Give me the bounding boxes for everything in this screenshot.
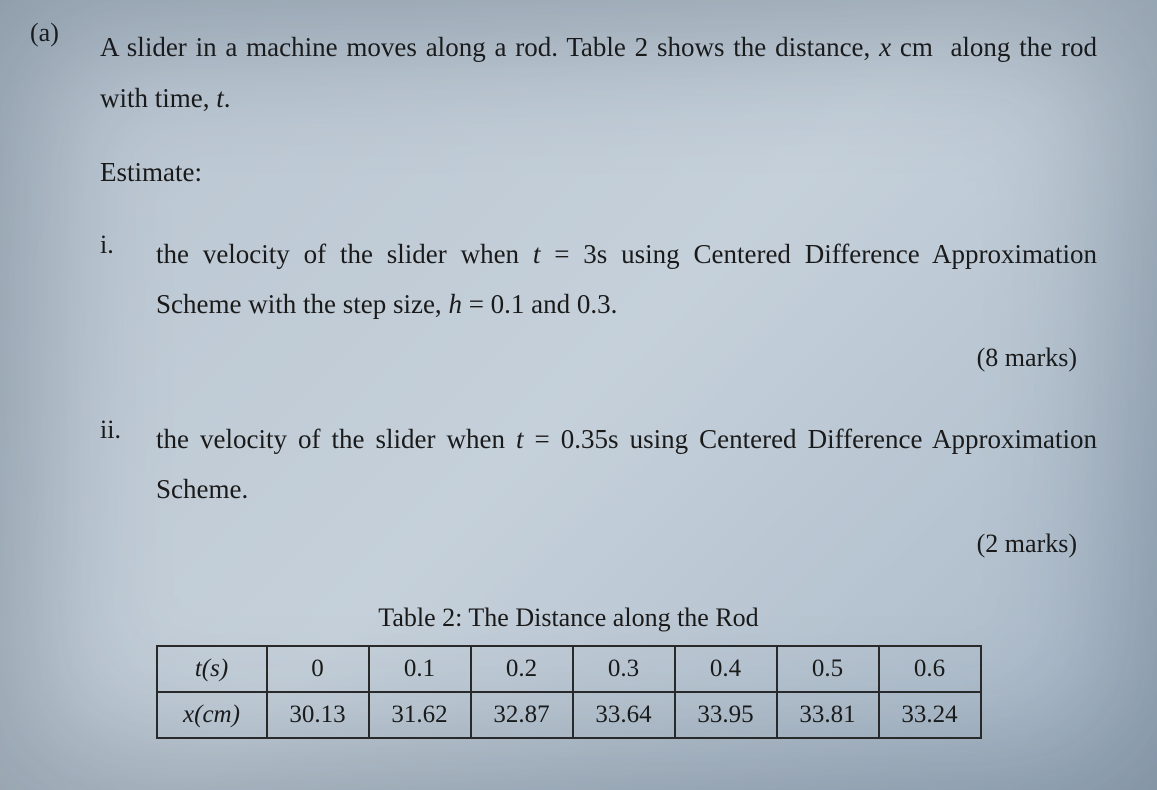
table-cell: 33.64 (573, 692, 675, 738)
row-head-x: x(cm) (157, 692, 267, 738)
table-wrap: t(s) 0 0.1 0.2 0.3 0.4 0.5 0.6 x(cm) 30.… (30, 645, 1107, 739)
table-cell: 0.4 (675, 646, 777, 692)
table-cell: 0.2 (471, 646, 573, 692)
sub-item-i: i. the velocity of the slider when t = 3… (100, 230, 1107, 330)
table-row: t(s) 0 0.1 0.2 0.3 0.4 0.5 0.6 (157, 646, 981, 692)
data-table: t(s) 0 0.1 0.2 0.3 0.4 0.5 0.6 x(cm) 30.… (156, 645, 982, 739)
table-cell: 32.87 (471, 692, 573, 738)
table-caption: Table 2: The Distance along the Rod (30, 603, 1107, 633)
row-head-t: t(s) (157, 646, 267, 692)
table-cell: 0 (267, 646, 369, 692)
part-label: (a) (30, 18, 59, 48)
sub-item-ii: ii. the velocity of the slider when t = … (100, 415, 1107, 515)
item-body: the velocity of the slider when t = 3s u… (156, 230, 1107, 330)
table-cell: 0.1 (369, 646, 471, 692)
item-body: the velocity of the slider when t = 0.35… (156, 415, 1107, 515)
table-cell: 0.6 (879, 646, 981, 692)
item-number: ii. (100, 415, 156, 515)
table-cell: 0.3 (573, 646, 675, 692)
marks-ii: (2 marks) (30, 529, 1107, 559)
table-cell: 0.5 (777, 646, 879, 692)
estimate-label: Estimate: (100, 157, 1107, 188)
table-cell: 30.13 (267, 692, 369, 738)
table-cell: 33.95 (675, 692, 777, 738)
table-cell: 33.24 (879, 692, 981, 738)
table-cell: 33.81 (777, 692, 879, 738)
table-row: x(cm) 30.13 31.62 32.87 33.64 33.95 33.8… (157, 692, 981, 738)
question-intro: A slider in a machine moves along a rod.… (100, 22, 1107, 125)
question-page: (a) A slider in a machine moves along a … (30, 22, 1107, 772)
table-cell: 31.62 (369, 692, 471, 738)
item-number: i. (100, 230, 156, 330)
marks-i: (8 marks) (30, 343, 1107, 373)
